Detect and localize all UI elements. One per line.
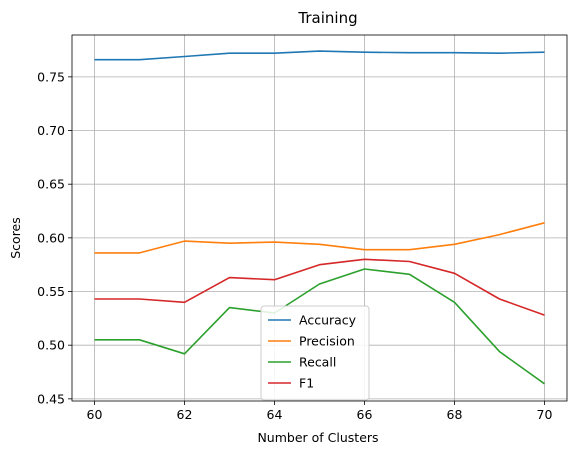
plot-frame <box>71 34 568 402</box>
chart-title: Training <box>297 9 357 27</box>
series-line-precision <box>94 222 545 254</box>
legend-box <box>260 305 370 401</box>
y-tick-label: 0.45 <box>37 391 65 406</box>
y-tick-label: 0.65 <box>37 177 65 192</box>
y-tick-label: 0.70 <box>37 123 65 138</box>
legend-label: Accuracy <box>299 313 357 328</box>
x-tick-label: 62 <box>177 407 193 422</box>
x-axis-label: Number of Clusters <box>257 430 378 445</box>
x-tick-label: 66 <box>357 407 373 422</box>
series-line-f1 <box>94 258 545 316</box>
y-tick-label: 0.60 <box>37 230 65 245</box>
y-axis-ticks: 0.45 0.50 0.55 0.60 0.65 0.70 0.75 <box>37 69 72 406</box>
y-tick-label: 0.50 <box>37 338 65 353</box>
series-line-recall <box>94 268 545 385</box>
x-tick-label: 68 <box>447 407 463 422</box>
legend-label: F1 <box>299 376 314 391</box>
legend-label: Recall <box>299 355 336 370</box>
series-lines <box>94 50 545 385</box>
x-tick-label: 60 <box>87 407 103 422</box>
legend: Accuracy Precision Recall F1 <box>260 305 370 401</box>
series-line-accuracy <box>94 50 545 61</box>
y-tick-label: 0.55 <box>37 284 65 299</box>
x-tick-label: 70 <box>537 407 553 422</box>
y-axis-label: Scores <box>8 217 23 259</box>
x-tick-label: 64 <box>267 407 283 422</box>
y-tick-label: 0.75 <box>37 69 65 84</box>
x-axis-ticks: 60 62 64 66 68 70 <box>87 401 553 422</box>
legend-label: Precision <box>299 334 355 349</box>
